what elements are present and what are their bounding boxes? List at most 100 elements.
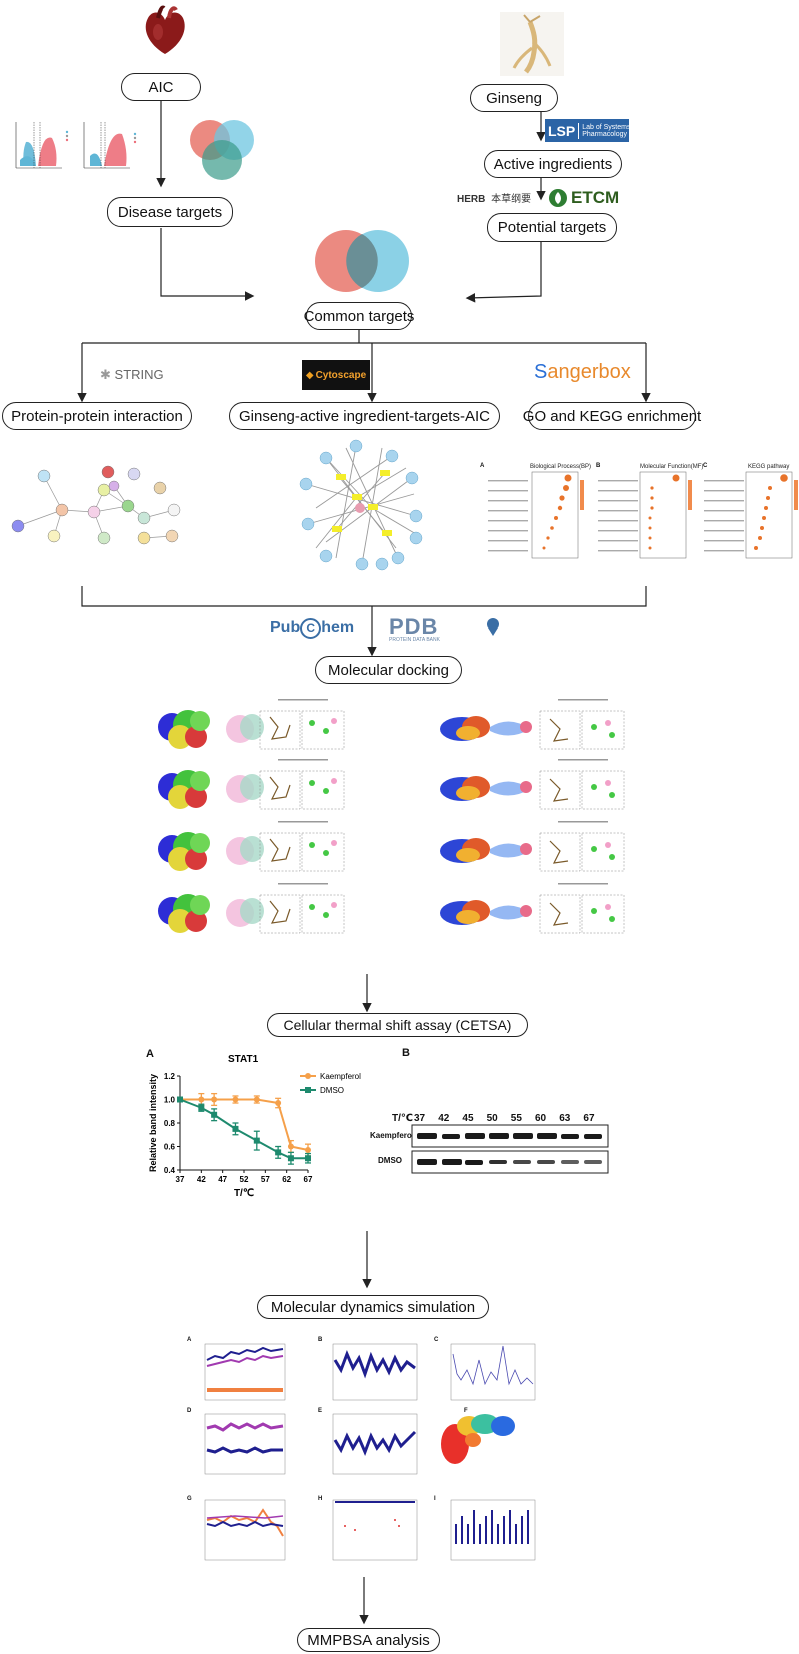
data-point-dmso bbox=[211, 1111, 218, 1118]
md-panel-f-label: F bbox=[464, 1408, 468, 1414]
data-point-kaempferol bbox=[211, 1096, 218, 1103]
md-panel-h-label: H bbox=[318, 1496, 323, 1502]
cetsa-panel-b-label: B bbox=[402, 1047, 410, 1059]
lsp-mark: LSP bbox=[545, 122, 580, 139]
legend-label: DMSO bbox=[320, 1086, 344, 1095]
lsp-text-2: Pharmacology bbox=[582, 130, 627, 138]
md-panel-c-label: C bbox=[434, 1337, 439, 1343]
western-blot-image bbox=[411, 1124, 609, 1174]
x-tick-label: 57 bbox=[261, 1175, 270, 1184]
venn-diagram-two-way bbox=[315, 230, 409, 292]
x-tick-label: 52 bbox=[240, 1175, 249, 1184]
cetsa-panel-a-label: A bbox=[146, 1048, 154, 1060]
y-tick-label: 1.2 bbox=[164, 1072, 176, 1081]
blot-temp-label: 67 bbox=[583, 1113, 595, 1124]
blot-temp-label: 42 bbox=[438, 1113, 450, 1124]
heart-icon bbox=[145, 5, 185, 54]
ginseng-root-icon bbox=[500, 12, 564, 76]
x-tick-label: 62 bbox=[282, 1175, 291, 1184]
docking-box: Molecular docking bbox=[315, 656, 462, 684]
etcm-logo: ETCM bbox=[571, 188, 620, 207]
autodock-icon bbox=[487, 618, 499, 636]
herb-logo-cn: 本草纲要 bbox=[491, 194, 532, 205]
data-point-dmso bbox=[198, 1104, 205, 1111]
y-tick-label: 0.8 bbox=[164, 1119, 176, 1128]
blot-temp-label: 45 bbox=[462, 1113, 474, 1124]
enrichment-panel-b-title: Molecular Function(MF) bbox=[640, 464, 704, 470]
y-tick-label: 1.0 bbox=[164, 1096, 176, 1105]
md-panel-i-label: I bbox=[434, 1496, 436, 1502]
sangerbox-logo-rest: angerbox bbox=[547, 361, 631, 383]
enrichment-box: GO and KEGG enrichment bbox=[523, 402, 701, 430]
md-panel-e-label: E bbox=[318, 1408, 323, 1414]
herb-logo-text: HERB bbox=[457, 194, 486, 205]
x-axis-label: T/℃ bbox=[234, 1188, 254, 1199]
venn-diagram-three-way bbox=[190, 120, 254, 180]
y-tick-label: 0.6 bbox=[164, 1143, 176, 1152]
enrichment-panel-a-title: Biological Process(BP) bbox=[530, 464, 592, 470]
ppi-box: Protein-protein interaction bbox=[2, 402, 192, 430]
md-simulation-panels bbox=[204, 1343, 536, 1561]
merge-arrows-docking bbox=[81, 586, 647, 657]
data-point-kaempferol bbox=[198, 1096, 205, 1103]
data-point-dmso bbox=[305, 1155, 311, 1162]
chart-title: STAT1 bbox=[228, 1054, 259, 1065]
enrichment-panel-c-letter: C bbox=[703, 463, 708, 469]
y-axis-label: Relative band intensity bbox=[148, 1074, 158, 1172]
enrichment-panel-c-title: KEGG pathway bbox=[748, 464, 790, 470]
network-box: Ginseng-active ingredient-targets-AIC bbox=[229, 402, 500, 430]
blot-temp-label: 60 bbox=[535, 1113, 547, 1124]
md-box: Molecular dynamics simulation bbox=[257, 1295, 489, 1319]
data-point-dmso bbox=[232, 1125, 239, 1132]
blot-row-label-dmso: DMSO bbox=[378, 1156, 402, 1165]
pubchem-logo-b: hem bbox=[321, 619, 355, 636]
md-panel-g-label: G bbox=[187, 1496, 192, 1502]
sangerbox-logo-s: S bbox=[534, 361, 548, 383]
blot-temp-label: 50 bbox=[486, 1113, 498, 1124]
string-logo: ✱ STRING bbox=[100, 367, 164, 382]
cetsa-box: Cellular thermal shift assay (CETSA) bbox=[267, 1013, 528, 1037]
herb-logo: HERB 本草纲要 bbox=[457, 190, 531, 205]
branch-arrows-analysis bbox=[77, 330, 651, 403]
legend-label: Kaempferol bbox=[320, 1072, 361, 1081]
ginseng-box: Ginseng bbox=[470, 84, 558, 112]
cytoscape-logo: ◆ Cytoscape bbox=[302, 360, 370, 390]
blot-header: T/℃ bbox=[392, 1113, 413, 1124]
volcano-plot-2 bbox=[83, 122, 137, 169]
mmpbsa-box: MMPBSA analysis bbox=[297, 1628, 440, 1652]
lsp-text-1: Lab of Systems bbox=[582, 123, 631, 131]
blot-row-label-kaempferol: Kaempferol bbox=[370, 1131, 415, 1140]
data-point-dmso bbox=[253, 1137, 260, 1144]
enrichment-bubble-plots bbox=[488, 471, 798, 559]
data-point-kaempferol bbox=[305, 1147, 311, 1154]
blot-temp-label: 63 bbox=[559, 1113, 571, 1124]
md-panel-d-label: D bbox=[187, 1408, 192, 1414]
pubchem-logo-c: C bbox=[300, 618, 322, 639]
potential-targets-box: Potential targets bbox=[487, 213, 617, 242]
x-tick-label: 47 bbox=[218, 1175, 227, 1184]
data-point-kaempferol bbox=[287, 1143, 294, 1150]
pdb-logo: PDB PROTEIN DATA BANK bbox=[389, 614, 440, 643]
string-logo-text: STRING bbox=[114, 367, 164, 382]
active-ingredients-box: Active ingredients bbox=[484, 150, 622, 178]
blot-temperature-row: 37 42 45 50 55 60 63 67 bbox=[414, 1113, 614, 1125]
data-point-kaempferol bbox=[275, 1100, 282, 1107]
aic-box: AIC bbox=[121, 73, 201, 101]
pdb-logo-text: PDB bbox=[389, 614, 439, 639]
arrow-aic-to-disease bbox=[156, 101, 546, 303]
legend-marker bbox=[305, 1087, 311, 1093]
enrichment-panel-a-letter: A bbox=[480, 463, 485, 469]
data-point-dmso bbox=[287, 1155, 294, 1162]
md-panel-b-label: B bbox=[318, 1337, 323, 1343]
ingredient-target-network bbox=[299, 439, 423, 571]
ppi-network-graph bbox=[11, 465, 181, 545]
cetsa-stat1-line-chart: STAT1 0.4 0.6 0.8 1.0 1.2 37 42 47 52 57 62 67 T/℃ Rel… bbox=[148, 1054, 361, 1199]
sangerbox-logo: Sangerbox bbox=[534, 361, 631, 384]
etcm-leaf-icon bbox=[549, 189, 567, 207]
data-point-dmso bbox=[177, 1096, 183, 1103]
md-panel-a-label: A bbox=[187, 1337, 192, 1343]
disease-targets-box: Disease targets bbox=[107, 197, 233, 227]
common-targets-box: Common targets bbox=[304, 302, 414, 330]
